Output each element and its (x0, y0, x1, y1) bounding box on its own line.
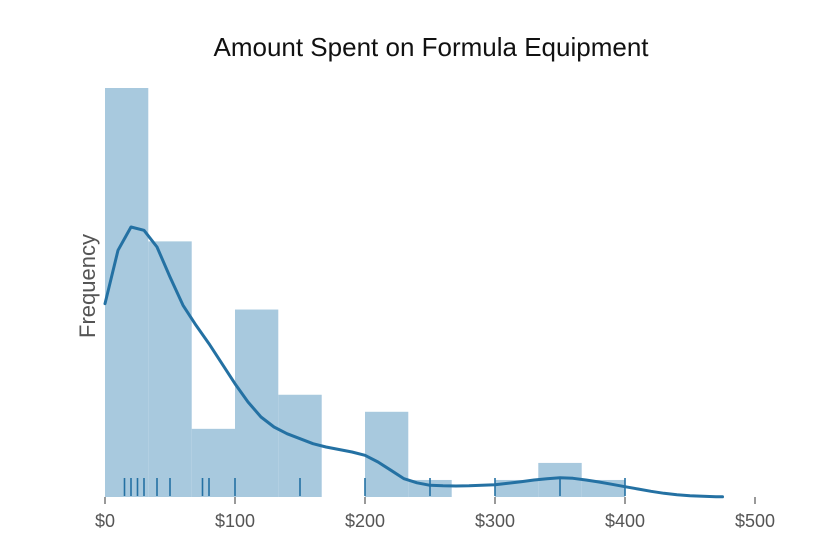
x-tick-label: $0 (95, 511, 115, 531)
chart-title: Amount Spent on Formula Equipment (213, 32, 649, 62)
histogram-bar (365, 411, 409, 497)
histogram-bar (191, 428, 235, 497)
histogram-bar (148, 241, 192, 497)
x-axis: $0 $100 $200 $300 $400 $500 (95, 497, 775, 531)
histogram-bar (235, 309, 279, 497)
y-axis-label: Frequency (75, 234, 100, 338)
rug-marks (123, 478, 626, 496)
x-tick-label: $400 (605, 511, 645, 531)
histogram-bar (105, 88, 149, 497)
x-tick-label: $200 (345, 511, 385, 531)
x-tick-label: $300 (475, 511, 515, 531)
histogram-bars (105, 88, 625, 497)
x-tick-label: $100 (215, 511, 255, 531)
x-tick-label: $500 (735, 511, 775, 531)
